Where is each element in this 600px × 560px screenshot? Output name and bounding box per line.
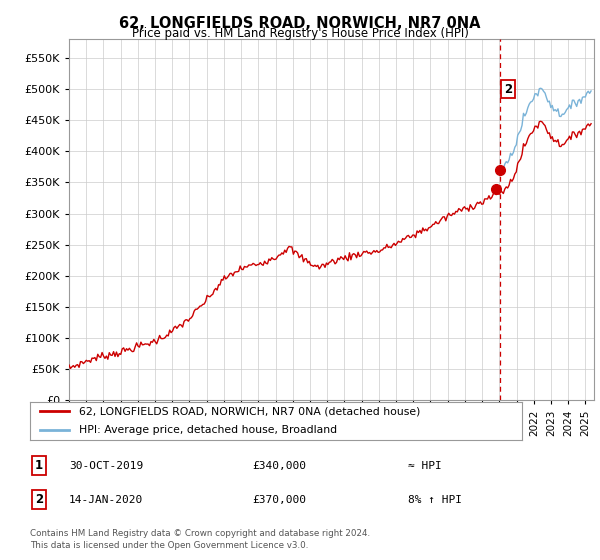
Text: £340,000: £340,000 xyxy=(252,461,306,471)
Text: 2: 2 xyxy=(503,82,512,96)
Text: HPI: Average price, detached house, Broadland: HPI: Average price, detached house, Broa… xyxy=(79,425,337,435)
Text: Price paid vs. HM Land Registry's House Price Index (HPI): Price paid vs. HM Land Registry's House … xyxy=(131,27,469,40)
Text: 62, LONGFIELDS ROAD, NORWICH, NR7 0NA (detached house): 62, LONGFIELDS ROAD, NORWICH, NR7 0NA (d… xyxy=(79,406,421,416)
Text: 14-JAN-2020: 14-JAN-2020 xyxy=(69,494,143,505)
Text: 1: 1 xyxy=(35,459,43,473)
Text: 2: 2 xyxy=(35,493,43,506)
Text: ≈ HPI: ≈ HPI xyxy=(408,461,442,471)
Text: 30-OCT-2019: 30-OCT-2019 xyxy=(69,461,143,471)
Text: 8% ↑ HPI: 8% ↑ HPI xyxy=(408,494,462,505)
Text: Contains HM Land Registry data © Crown copyright and database right 2024.
This d: Contains HM Land Registry data © Crown c… xyxy=(30,529,370,550)
Text: 62, LONGFIELDS ROAD, NORWICH, NR7 0NA: 62, LONGFIELDS ROAD, NORWICH, NR7 0NA xyxy=(119,16,481,31)
Text: £370,000: £370,000 xyxy=(252,494,306,505)
